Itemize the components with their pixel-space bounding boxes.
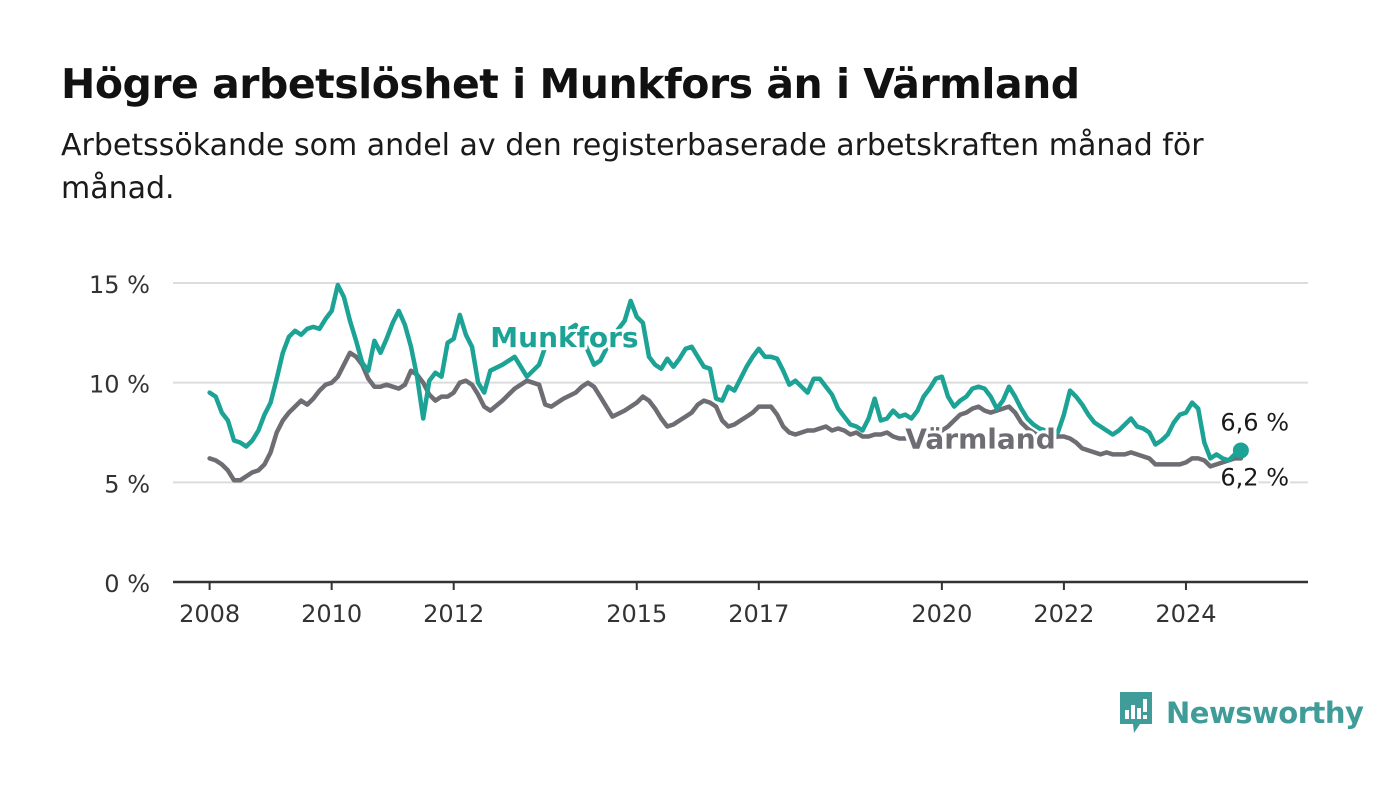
end-point-munkfors [1232,442,1249,459]
brand-name: Newsworthy [1166,696,1364,730]
x-tick-label: 2022 [1033,600,1094,628]
x-tick-label: 2024 [1155,600,1216,628]
series-labels: Munkfors 6,6 % Värmland 6,2 % [487,318,1291,494]
end-value-label-munkfors: 6,6 % [1220,408,1289,436]
newsworthy-logo-icon [1120,692,1152,733]
x-tick-label: 2008 [179,600,240,628]
chart-subtitle: Arbetssökande som andel av den registerb… [61,128,1204,206]
y-tick-label: 10 % [89,371,150,399]
y-axis-ticks: 0 % 5 % 10 % 15 % [89,271,150,598]
x-tick-label: 2017 [728,600,789,628]
chart-title: Högre arbetslöshet i Munkfors än i Värml… [61,60,1080,108]
series-lines [207,282,1249,483]
x-axis-ticks: 2008 2010 2012 2015 2017 2020 2022 2024 [179,582,1216,628]
newsworthy-logo: Newsworthy [1118,690,1364,736]
x-tick-label: 2020 [911,600,972,628]
x-tick-label: 2012 [423,600,484,628]
y-tick-label: 0 % [104,570,150,598]
y-tick-label: 15 % [89,271,150,299]
series-line-varmland [207,350,1244,483]
end-value-label-varmland: 6,2 % [1220,463,1289,491]
y-tick-label: 5 % [104,470,150,498]
series-label-munkfors: Munkfors [490,321,638,354]
x-tick-label: 2010 [301,600,362,628]
series-line-munkfors [207,282,1244,463]
x-tick-label: 2015 [606,600,667,628]
series-label-varmland: Värmland [905,422,1056,455]
